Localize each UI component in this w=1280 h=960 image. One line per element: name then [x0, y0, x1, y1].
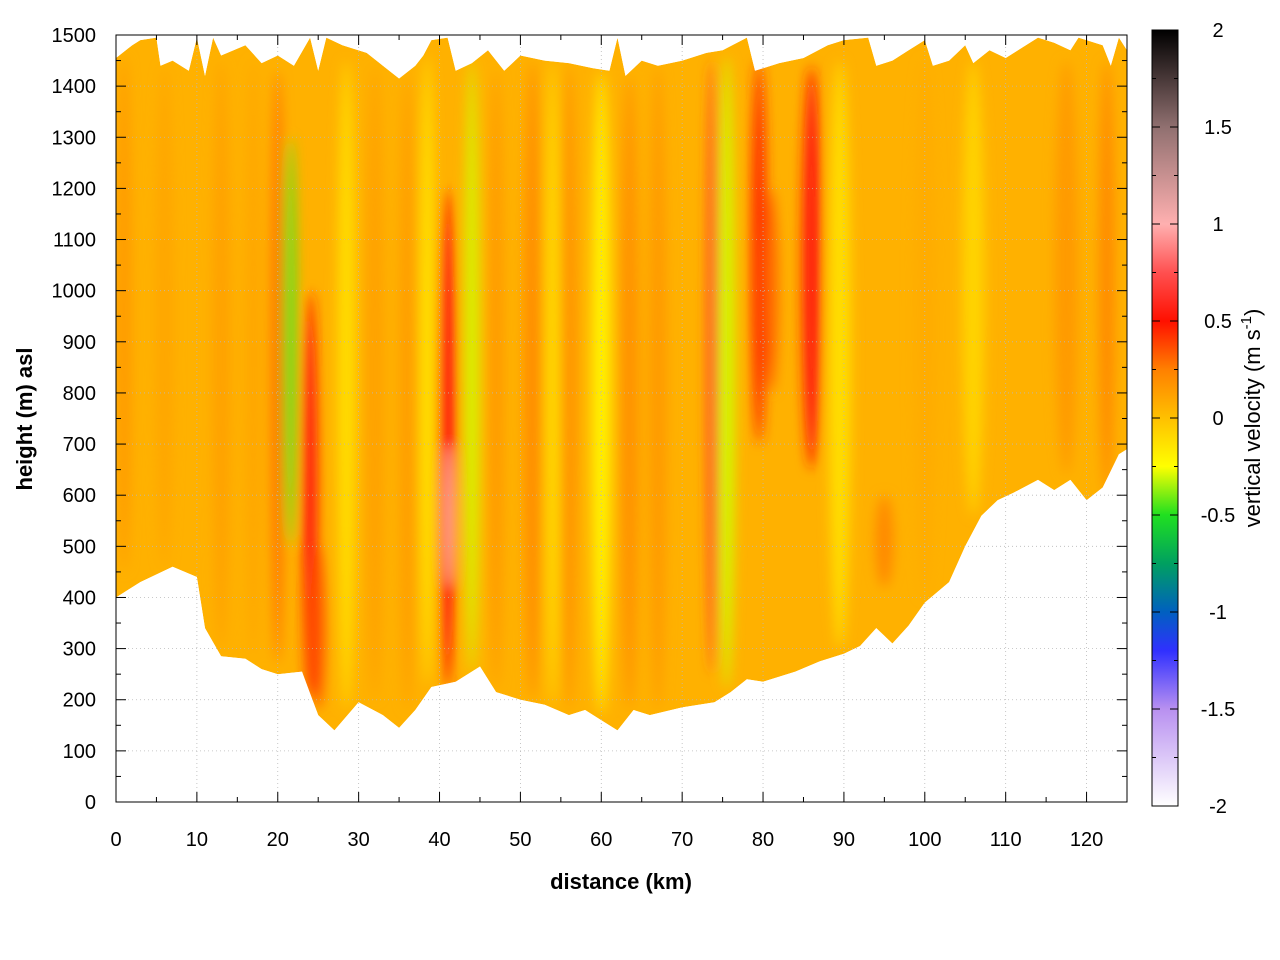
colorbar-tick-label: 0.5	[1204, 311, 1232, 333]
x-tick-label: 110	[990, 829, 1022, 851]
x-tick-label: 40	[428, 829, 450, 851]
updraft-band-10	[399, 75, 415, 710]
updraft-band-28	[875, 495, 894, 588]
updraft-band-3	[246, 60, 261, 659]
updraft-band-9	[366, 65, 384, 700]
updraft-band-18	[561, 65, 577, 710]
y-tick-label: 800	[63, 383, 96, 405]
y-tick-label: 700	[63, 434, 96, 456]
colorbar-tick-label: -1	[1209, 602, 1227, 624]
x-tick-label: 120	[1070, 829, 1103, 851]
velocity-field	[116, 37, 1127, 731]
updraft-band-23	[718, 55, 735, 690]
y-axis: 0 100 200 300 400 500 600 700 800 900 1000 1100 1200…	[52, 25, 1127, 814]
colorbar-title-close: )	[1240, 309, 1265, 316]
grid-lines	[116, 35, 1127, 802]
y-tick-label: 1200	[52, 178, 97, 200]
updraft-band-25	[763, 188, 779, 393]
y-tick-label: 100	[63, 741, 96, 763]
updraft-band-24	[751, 60, 767, 445]
y-axis-title: height (m) asl	[12, 347, 37, 490]
colorbar: 2 1.5 1 0.5 0 -0.5 -1 -1.5 -2	[1151, 20, 1235, 818]
field-features	[116, 55, 1115, 716]
x-tick-label: 60	[590, 829, 612, 851]
colorbar-title-main: vertical velocity (m s	[1240, 329, 1265, 527]
updraft-band-11	[420, 55, 434, 685]
updraft-band-12	[439, 188, 456, 690]
updraft-band-29	[913, 60, 936, 598]
plot-area	[116, 35, 1127, 802]
updraft-band-21	[649, 65, 667, 710]
updraft-band-15	[488, 70, 504, 690]
colorbar-tick-label: 0	[1212, 408, 1223, 430]
updraft-band-26	[802, 65, 822, 470]
x-tick-label: 70	[671, 829, 693, 851]
y-tick-label: 1100	[53, 230, 96, 252]
updraft-band-1	[155, 65, 174, 567]
colorbar-tick-label: 1	[1212, 214, 1223, 236]
colorbar-tick-label: 1.5	[1204, 117, 1232, 139]
updraft-band-30	[962, 60, 985, 516]
x-tick-label: 30	[348, 829, 370, 851]
y-tick-label: 1400	[52, 76, 97, 98]
x-axis: 0 10 20 30 40 50 60 70 80 90 100 110 120	[110, 35, 1103, 851]
updraft-band-14	[465, 60, 479, 675]
x-tick-label: 90	[833, 829, 855, 851]
y-tick-label: 0	[85, 792, 96, 814]
updraft-band-22	[707, 60, 718, 675]
x-tick-label: 0	[110, 829, 121, 851]
updraft-band-32	[1099, 60, 1115, 496]
updraft-band-2	[212, 60, 230, 649]
y-tick-label: 600	[63, 485, 96, 507]
colorbar-title: vertical velocity (m s-1)	[1238, 309, 1265, 528]
updraft-band-0	[116, 55, 132, 572]
updraft-band-5	[284, 137, 296, 547]
x-tick-label: 80	[752, 829, 774, 851]
y-tick-label: 1300	[52, 127, 97, 149]
x-tick-label: 10	[186, 829, 208, 851]
y-tick-label: 900	[63, 332, 96, 354]
x-axis-title: distance (km)	[550, 869, 692, 894]
updraft-band-13	[444, 444, 455, 588]
updraft-band-8	[337, 60, 356, 710]
colorbar-tick-label: -2	[1209, 796, 1227, 818]
y-tick-label: 400	[63, 587, 96, 609]
y-tick-label: 200	[63, 690, 96, 712]
colorbar-tick-label: -0.5	[1201, 505, 1235, 527]
updraft-band-7	[311, 546, 325, 710]
updraft-band-27	[828, 60, 851, 649]
updraft-band-16	[523, 60, 542, 700]
colorbar-tick-label: -1.5	[1201, 699, 1235, 721]
y-tick-label: 300	[63, 639, 96, 661]
y-tick-label: 500	[63, 536, 96, 558]
updraft-band-19	[591, 70, 611, 716]
updraft-band-20	[620, 75, 639, 710]
updraft-band-17	[545, 60, 561, 705]
colorbar-tick-label: 2	[1212, 20, 1223, 42]
y-tick-label: 1500	[52, 25, 97, 47]
y-tick-label: 1000	[52, 281, 97, 303]
colorbar-title-sup: -1	[1238, 316, 1255, 329]
x-tick-label: 20	[267, 829, 289, 851]
x-tick-label: 50	[509, 829, 531, 851]
updraft-band-31	[1054, 60, 1078, 475]
x-tick-label: 100	[908, 829, 941, 851]
